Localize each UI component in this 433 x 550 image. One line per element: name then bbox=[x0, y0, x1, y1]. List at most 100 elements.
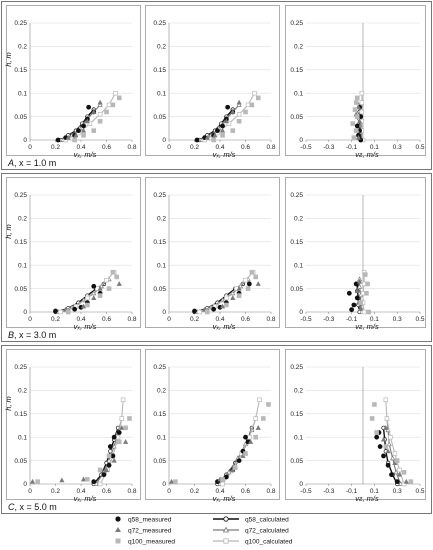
panel-a-right: 0 0.05 0.1 0.15 0.2 0.25 -0.5 -0.3 -0.1 0.1 0.3 0.5… bbox=[290, 20, 425, 159]
point-q72_measured bbox=[219, 303, 226, 309]
x-tick-label: 0.1 bbox=[370, 144, 379, 151]
y-tick-label: 0.2 bbox=[294, 216, 303, 223]
y-axis-label: h, m bbox=[4, 396, 13, 411]
point-q72_measured bbox=[97, 285, 103, 291]
x-tick-label: 0.5 bbox=[415, 144, 424, 151]
point-q72_measured bbox=[73, 132, 79, 138]
y-tick-label: 0 bbox=[299, 137, 303, 144]
x-tick-label: 0.3 bbox=[393, 144, 402, 151]
x-tick-label: 0.6 bbox=[241, 144, 250, 151]
panels: 0 0.05 0.1 0.15 0.2 0.25 0 0.2 0.4 0.6 0.8 vₓ, m/s h… bbox=[4, 20, 425, 503]
point-q58_measured bbox=[194, 137, 200, 143]
point-q58_measured bbox=[91, 479, 97, 485]
point-q72_measured bbox=[219, 127, 226, 133]
point-q58_measured bbox=[236, 458, 242, 463]
point-q100_measured bbox=[408, 479, 414, 484]
x-tick-label: 0.4 bbox=[76, 488, 85, 495]
row-c-frame bbox=[1, 345, 432, 514]
point-q72_measured bbox=[403, 478, 409, 484]
legend-marker-q72-calculated bbox=[222, 526, 230, 533]
calc-point-q100_calculated bbox=[359, 109, 365, 115]
x-tick-label: 0.5 bbox=[415, 488, 424, 495]
point-q100_measured bbox=[110, 269, 116, 275]
point-q58_measured bbox=[389, 472, 394, 478]
calc-point-q100_calculated bbox=[384, 416, 390, 421]
point-q100_measured bbox=[394, 458, 400, 463]
x-tick-label: 0 bbox=[28, 144, 32, 151]
point-q100_measured bbox=[85, 302, 90, 308]
point-q58_measured bbox=[374, 434, 380, 440]
point-q58_measured bbox=[346, 290, 352, 296]
point-q100_measured bbox=[116, 95, 122, 101]
x-axis-label: vₓ, m/s bbox=[213, 494, 236, 503]
x-tick-label: 0.6 bbox=[102, 488, 111, 495]
calc-point-q72_calculated bbox=[236, 101, 242, 107]
legend-marker-q58-calculated bbox=[223, 516, 229, 522]
x-tick-label: 0.8 bbox=[127, 316, 136, 323]
point-q58_measured bbox=[76, 128, 81, 134]
x-axis-label: vᴤ, m/s bbox=[355, 150, 379, 159]
point-q58_measured bbox=[72, 306, 78, 312]
calc-point-q100_calculated bbox=[236, 112, 242, 117]
point-q100_measured bbox=[65, 309, 71, 315]
point-q58_measured bbox=[354, 295, 360, 301]
legend-marker-q100-calculated bbox=[223, 538, 229, 544]
row-b-frame bbox=[1, 173, 432, 342]
x-tick-label: 0.4 bbox=[76, 316, 85, 323]
x-axis-label: vₓ, m/s bbox=[213, 150, 236, 159]
point-q100_measured bbox=[243, 451, 248, 456]
point-q72_measured bbox=[103, 467, 110, 472]
y-tick-label: 0.05 bbox=[14, 114, 27, 121]
point-q72_measured bbox=[80, 127, 87, 133]
point-q100_measured bbox=[123, 425, 128, 431]
x-tick-label: 0.4 bbox=[215, 144, 224, 151]
point-q72_measured bbox=[255, 281, 261, 286]
row-label-a: A, x = 1.0 m bbox=[7, 158, 56, 168]
point-q100_measured bbox=[369, 416, 375, 421]
calc-point-q100_calculated bbox=[97, 112, 103, 117]
y-tick-label: 0.15 bbox=[290, 411, 303, 418]
x-tick-label: 0 bbox=[28, 316, 32, 323]
row-label-b: B, x = 3.0 m bbox=[8, 330, 56, 340]
point-q100_measured bbox=[104, 109, 109, 115]
y-tick-label: 0.2 bbox=[157, 44, 166, 51]
x-axis-label: vₓ, m/s bbox=[213, 322, 236, 331]
x-tick-label: 0.6 bbox=[241, 316, 250, 323]
legend-label-q100-measured: q100_measured bbox=[128, 539, 175, 546]
point-q100_measured bbox=[97, 467, 103, 473]
panel-frame-c-middle bbox=[145, 349, 280, 500]
point-q100_measured bbox=[253, 274, 258, 280]
panel-frame-a-left bbox=[6, 5, 141, 156]
point-q58_measured bbox=[53, 308, 58, 314]
point-q100_measured bbox=[91, 128, 97, 133]
y-tick-label: 0.2 bbox=[294, 388, 303, 395]
panel-c-right: 0 0.05 0.1 0.15 0.2 0.25 -0.5 -0.3 -0.1 0.1 0.3 0.5… bbox=[290, 364, 425, 503]
x-tick-label: 0.3 bbox=[393, 316, 402, 323]
point-q58_measured bbox=[110, 453, 116, 459]
point-q100_measured bbox=[114, 274, 119, 280]
panel-frame-c-right bbox=[285, 349, 426, 500]
calc-point-q72_calculated bbox=[398, 481, 404, 486]
point-q100_measured bbox=[374, 430, 379, 435]
point-q72_measured bbox=[356, 118, 363, 124]
x-tick-label: 0 bbox=[167, 316, 171, 323]
point-q100_measured bbox=[243, 109, 248, 115]
calc-point-q72_calculated bbox=[106, 457, 112, 463]
x-tick-label: -0.1 bbox=[346, 144, 358, 151]
y-tick-label: 0 bbox=[299, 309, 303, 316]
calc-point-q100_calculated bbox=[383, 397, 389, 403]
y-tick-label: 0.05 bbox=[290, 286, 303, 293]
point-q72_measured bbox=[230, 295, 236, 300]
x-tick-label: 0.6 bbox=[241, 488, 250, 495]
point-q72_measured bbox=[111, 457, 117, 463]
point-q58_measured bbox=[381, 453, 386, 459]
point-q100_measured bbox=[372, 402, 377, 407]
x-tick-label: -0.5 bbox=[300, 488, 312, 495]
point-q58_measured bbox=[106, 462, 112, 468]
point-q72_measured bbox=[355, 134, 362, 140]
point-q72_measured bbox=[223, 118, 229, 124]
x-tick-label: 0.4 bbox=[215, 316, 224, 323]
y-tick-label: 0.25 bbox=[153, 20, 166, 27]
x-tick-label: 0.2 bbox=[190, 488, 199, 495]
y-tick-label: 0.15 bbox=[290, 239, 303, 246]
